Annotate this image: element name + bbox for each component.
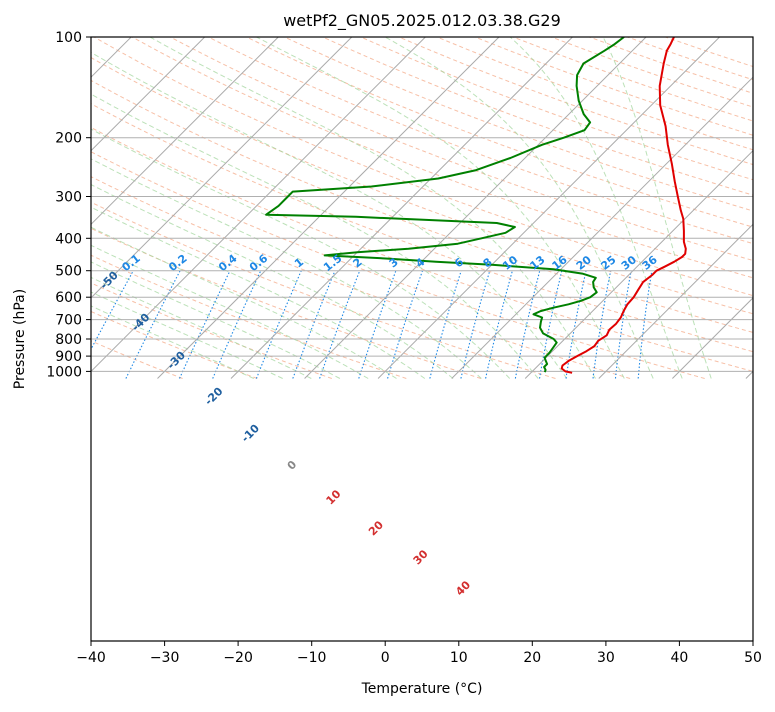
x-tick-label: 30 <box>597 650 615 666</box>
y-tick-label: 200 <box>55 131 82 147</box>
x-tick-label: 0 <box>381 650 390 666</box>
y-tick-label: 700 <box>55 313 82 329</box>
x-tick-label: −30 <box>150 650 180 666</box>
x-tick-label: −10 <box>297 650 327 666</box>
x-tick-label: 10 <box>450 650 468 666</box>
x-tick-label: −20 <box>223 650 253 666</box>
x-tick-label: 20 <box>523 650 541 666</box>
x-axis-label: Temperature (°C) <box>361 681 483 697</box>
x-tick-label: 40 <box>670 650 688 666</box>
y-tick-label: 400 <box>55 231 82 247</box>
chart-title: wetPf2_GN05.2025.012.03.38.G29 <box>283 11 561 31</box>
x-tick-label: 50 <box>744 650 762 666</box>
y-tick-label: 800 <box>55 332 82 348</box>
y-tick-label: 1000 <box>46 364 82 380</box>
x-tick-label: −40 <box>76 650 106 666</box>
y-tick-label: 900 <box>55 349 82 365</box>
y-tick-label: 300 <box>55 190 82 206</box>
y-tick-label: 600 <box>55 290 82 306</box>
y-axis-label: Pressure (hPa) <box>12 289 28 389</box>
y-tick-label: 500 <box>55 264 82 280</box>
y-tick-label: 100 <box>55 30 82 46</box>
